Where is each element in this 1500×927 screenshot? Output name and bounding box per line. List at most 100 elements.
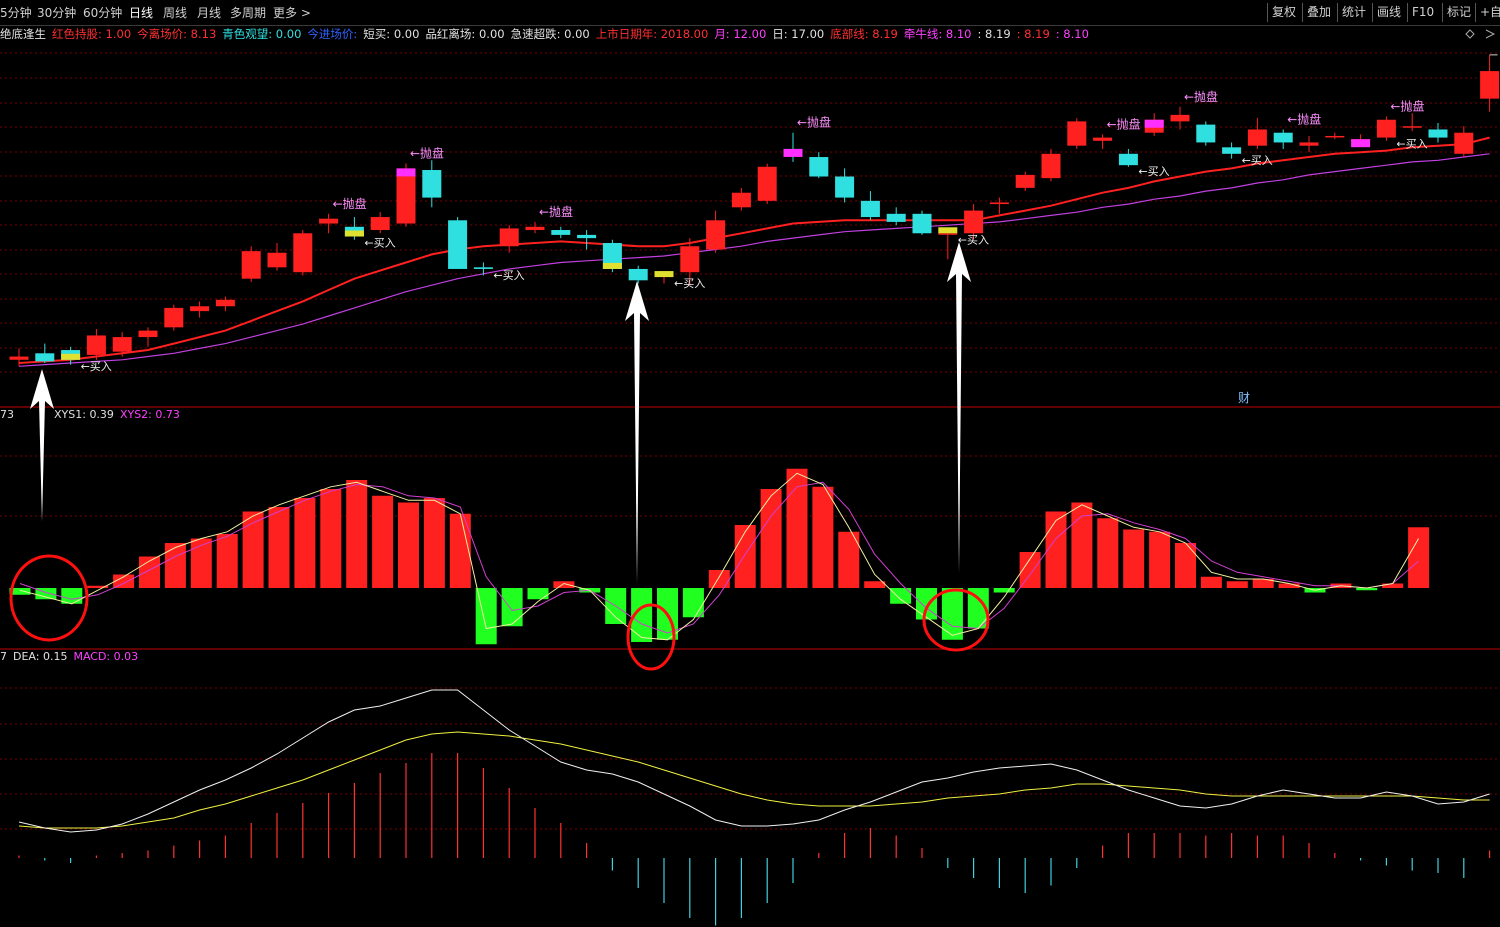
xys-bar [87,585,109,588]
candle-body [293,233,313,273]
candle-body [164,307,184,328]
f10-button[interactable]: F10 [1407,3,1438,22]
xys-bar [864,581,886,588]
sell-highlight [1351,139,1371,148]
xys-bar [527,588,549,600]
period-monthly-button[interactable]: 月线 [197,6,222,20]
sell-signal-label: ←抛盘 [539,204,573,219]
draw-line-button[interactable]: 画线 [1372,3,1405,22]
xys-bar [475,588,497,645]
candle-body [809,157,829,177]
candle-body [86,335,106,355]
candle-body [448,220,468,269]
xys-bar [1252,579,1274,588]
sell-signal-label: ←抛盘 [1107,116,1141,131]
stock-chart[interactable]: 绝底逢生 红色持股: 1.00 今离场价: 8.13 青色观望: 0.00 今进场价: 短… [0,26,1500,927]
candle-body [1015,174,1035,188]
candle-body [757,166,777,201]
xys-bar [1356,588,1378,591]
candle-body [912,213,932,234]
indicator-value: 月: 12.00 [714,27,766,41]
xys-bar [760,489,782,588]
xys-bar [1278,583,1300,588]
period-30min-button[interactable]: 30分钟 [37,6,77,20]
candle-body [9,356,29,360]
xys-bar [708,570,730,588]
grid-lines [0,52,1500,830]
adjust-button[interactable]: 复权 [1267,3,1300,22]
xys2-line [19,481,1419,634]
xys1-line [19,472,1420,641]
xys-bar [1149,531,1171,588]
xys-bar [1200,576,1222,588]
candle-body [215,299,235,307]
buy-signal-label: ←买入 [364,237,395,250]
xys-bar [113,574,135,588]
dif-line [18,689,1490,833]
indicator-value: 今进场价: [307,27,357,41]
period-60min-button[interactable]: 60分钟 [83,6,123,20]
highlight-circle [922,588,990,652]
xys-bar [786,468,808,588]
xys-bar [449,513,471,588]
candle-body [1196,124,1216,143]
indicator-header: 绝底逢生 红色持股: 1.00 今离场价: 8.13 青色观望: 0.00 今进场价: 短… [0,27,1089,41]
chevron-right-icon [1485,29,1496,39]
candle-body [473,267,493,269]
overlay-button[interactable]: 叠加 [1302,3,1335,22]
xys-bar [372,495,394,588]
mark-button[interactable]: 标记 [1442,3,1475,22]
xys-bar [734,525,756,588]
xys-bar [553,581,575,588]
indicator-value: 红色持股: 1.00 [52,27,131,41]
candle-body [551,230,571,235]
buy-highlight [602,262,622,269]
xys-bar [890,588,912,604]
indicator-value: : 8.10 [1056,27,1089,41]
candle-body [138,330,158,338]
xys-bar [838,531,860,588]
stats-button[interactable]: 统计 [1337,3,1370,22]
xys-bar [1408,527,1430,588]
period-more-button[interactable]: 更多 > [273,6,311,20]
xys-bar [61,588,83,604]
diamond-icon [1465,29,1475,39]
period-weekly-button[interactable]: 周线 [163,6,188,20]
period-5min-button[interactable]: 5分钟 [0,6,32,20]
candle-body [370,217,390,231]
period-multi-button[interactable]: 多周期 [230,6,267,20]
xys-bar [1071,502,1093,588]
candle-body [835,176,855,198]
candle-body [1428,129,1448,138]
buy-highlight [654,271,674,278]
xys-bar [1226,581,1248,588]
xys-header: 73 XYS1: 0.39 XYS2: 0.73 [0,408,180,421]
buy-signal-label: ←买入 [81,360,112,373]
candle-body [112,337,132,352]
candle-body [1067,121,1087,146]
buy-signal-label: ←买入 [1138,165,1169,178]
period-daily-button[interactable]: 日线 [129,6,154,20]
dea-line [18,731,1490,829]
indicator-value: 品红离场: 0.00 [425,27,504,41]
buy-signal-label: ←买入 [958,233,989,246]
indicator-value: 绝底逢生 [0,27,46,41]
candle-body [267,252,287,268]
buy-signal-label: ←买入 [674,277,705,290]
xys-bar [1123,529,1145,588]
candle-body [1093,137,1113,141]
xys-bar [1175,543,1196,588]
annotations [9,242,990,671]
buy-signal-label: ←买入 [493,269,524,282]
candle-body [1041,153,1061,179]
candle-body [422,170,442,198]
candle-body [1118,153,1138,166]
xys-bars [9,468,1430,645]
xys-value: XYS2: 0.73 [120,408,180,421]
xys-bar [35,588,57,600]
candle-body [1222,147,1242,154]
xys-bar [9,588,31,595]
xys-bar [268,507,290,588]
custom-button[interactable]: +自 [1475,3,1500,22]
indicator-value: 急速超跌: 0.00 [511,27,590,41]
